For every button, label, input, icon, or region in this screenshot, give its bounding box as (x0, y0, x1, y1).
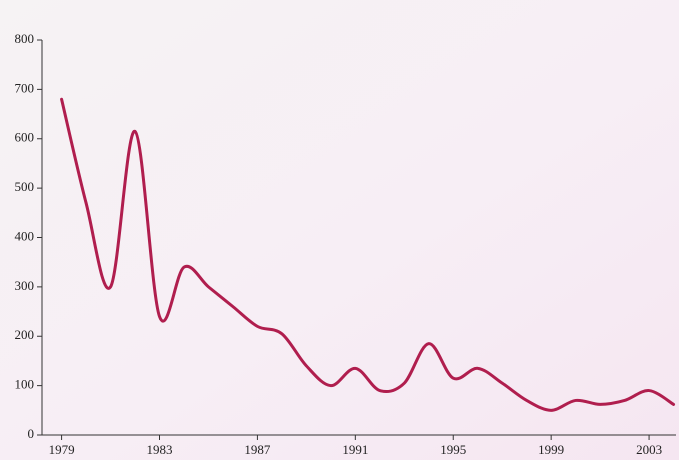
x-tick-label: 1995 (440, 442, 466, 457)
y-tick-label: 600 (15, 130, 35, 145)
y-tick-label: 400 (15, 228, 35, 243)
y-tick-label: 100 (15, 377, 35, 392)
x-tick-label: 2003 (636, 442, 662, 457)
y-tick-label: 0 (28, 426, 35, 441)
y-tick-label: 500 (15, 179, 35, 194)
x-tick-label: 1983 (146, 442, 172, 457)
data-line (60, 97, 676, 412)
y-tick-label: 700 (15, 80, 35, 95)
x-tick-label: 1999 (538, 442, 564, 457)
y-tick-label: 800 (15, 31, 35, 46)
x-tick-label: 1979 (49, 442, 75, 457)
x-tick-label: 1987 (244, 442, 271, 457)
y-tick-label: 300 (15, 278, 35, 293)
y-tick-label: 200 (15, 327, 35, 342)
x-tick-label: 1991 (342, 442, 368, 457)
